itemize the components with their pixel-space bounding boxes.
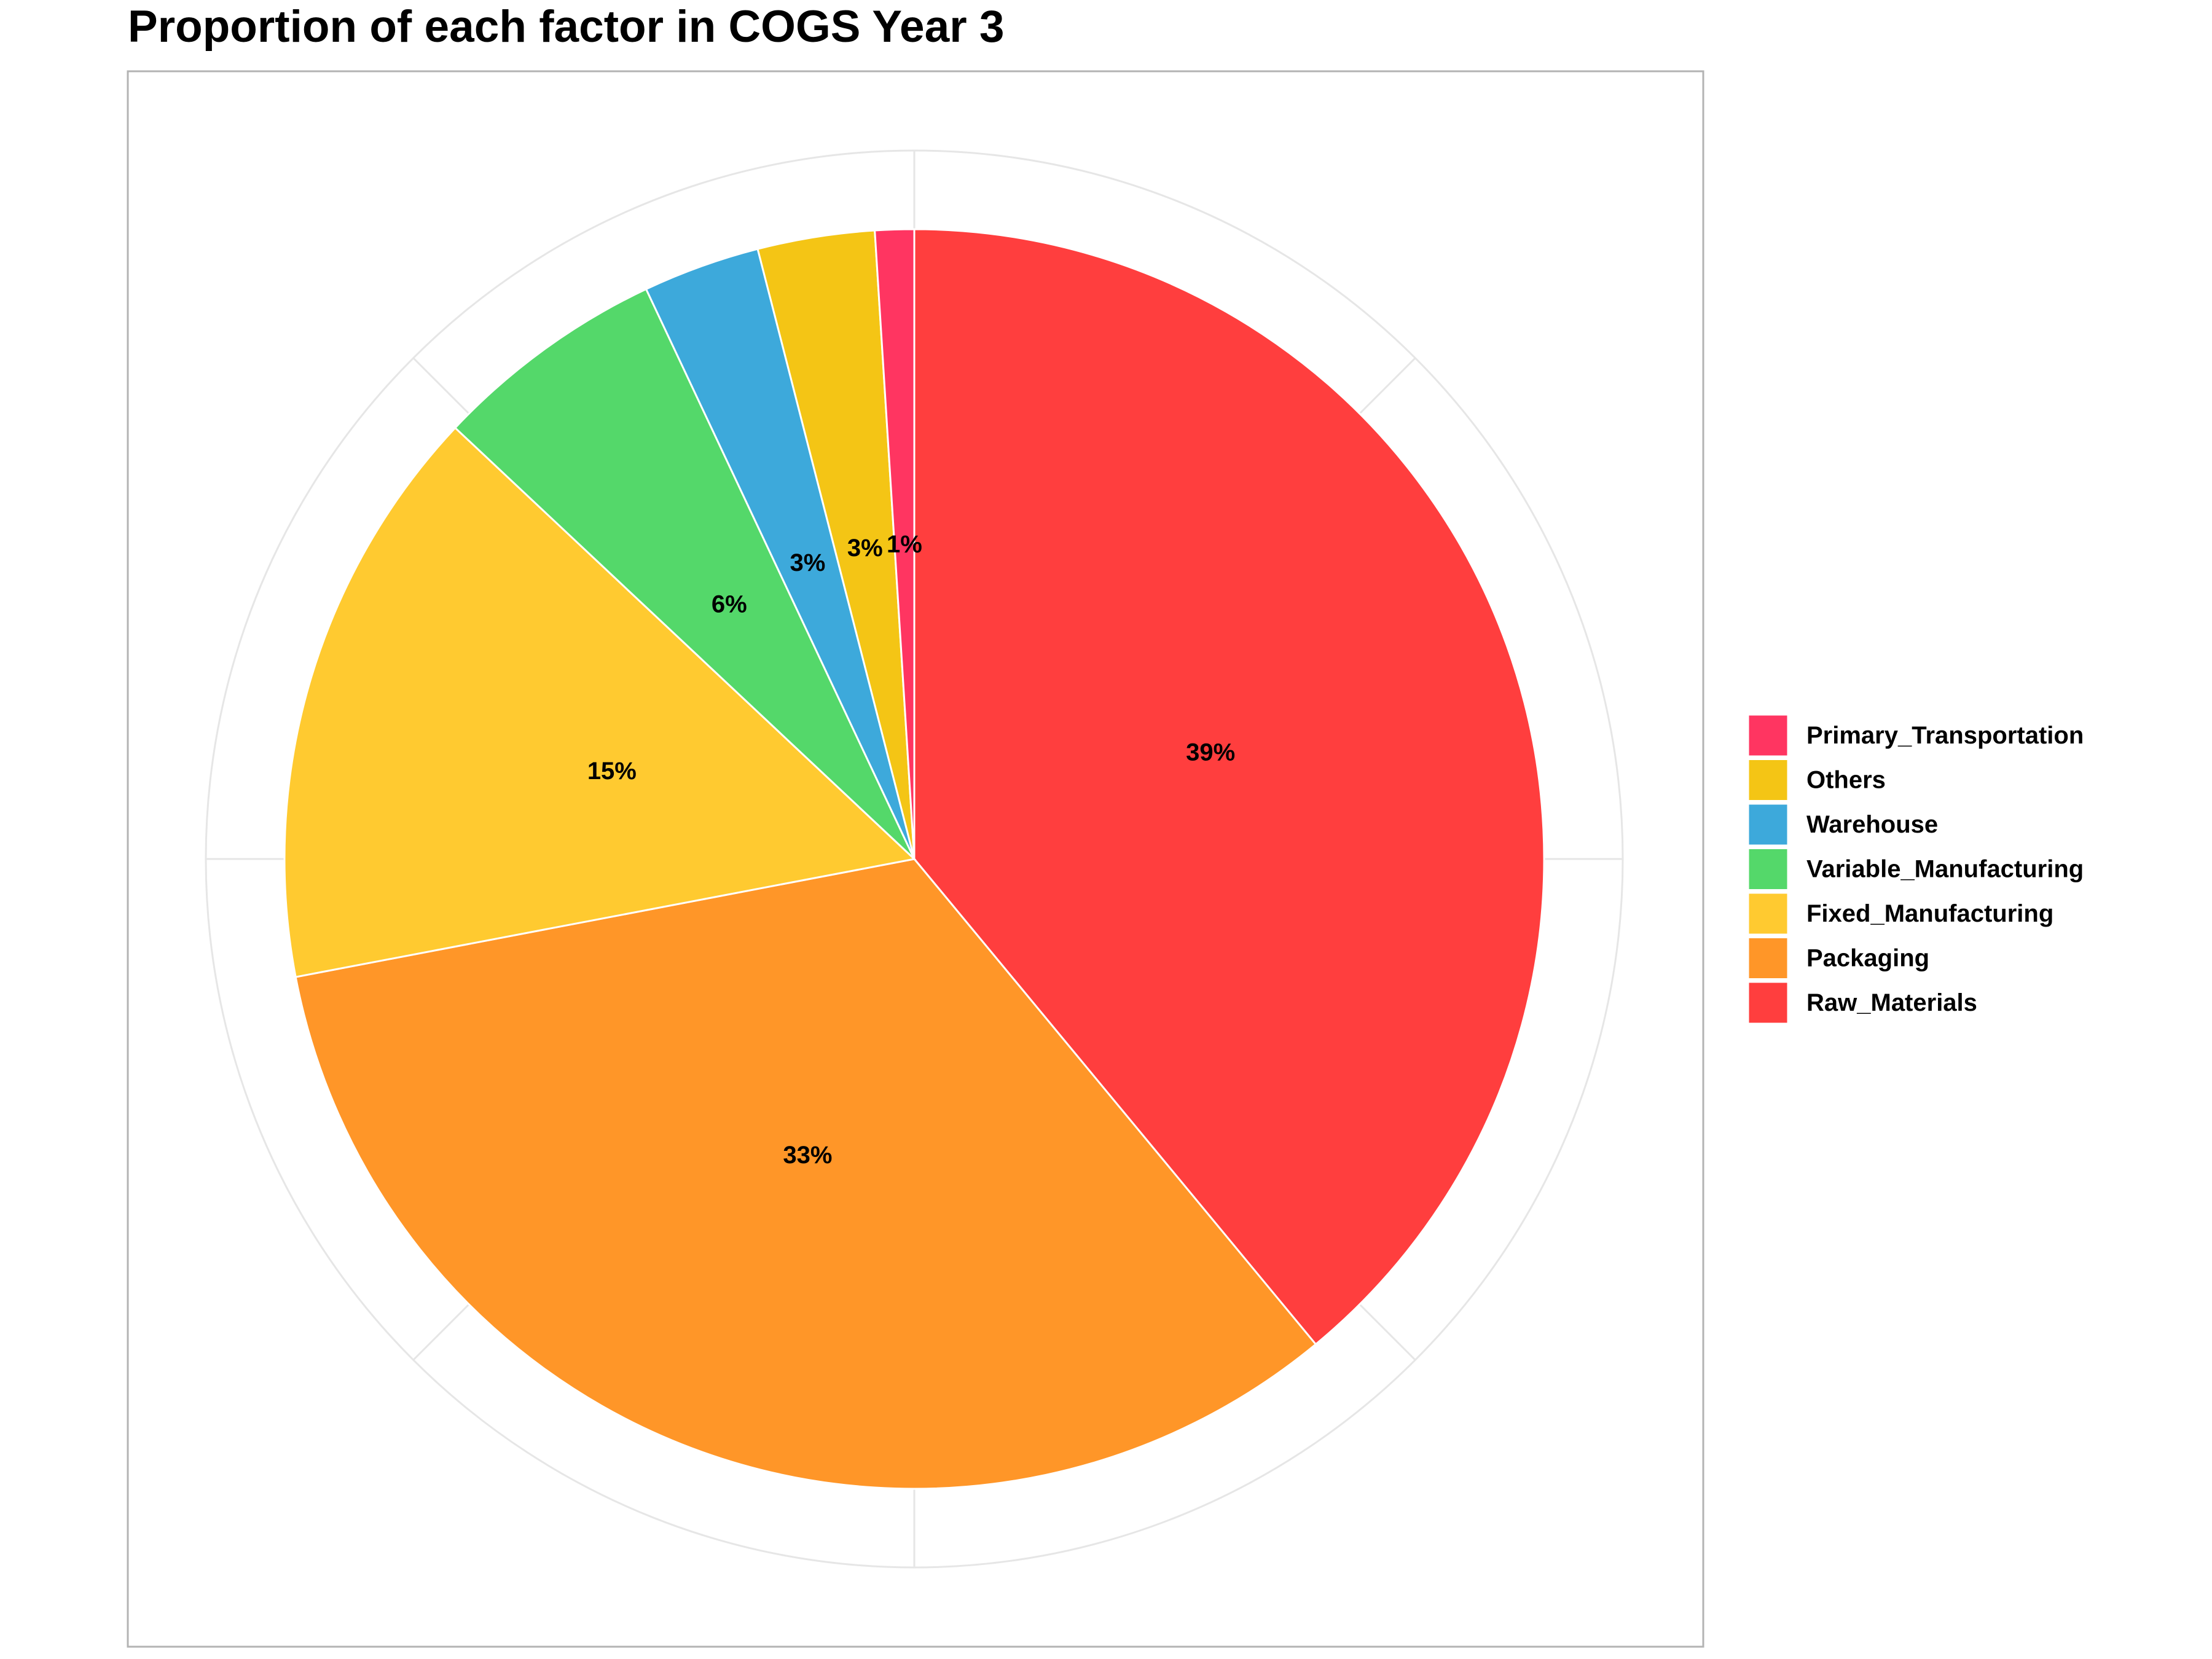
slice-label-fixed-manufacturing: 15% [587,758,637,785]
pie-slice-packaging [294,858,1317,1490]
pie-slice-raw-materials [913,228,1545,1346]
pie-slices [283,228,1545,1490]
legend: Primary_Transportation Others Warehouse Var… [1747,713,2084,1025]
legend-key-variable-manufacturing [1747,847,1789,891]
legend-key-primary-transportation [1747,713,1789,758]
slice-label-others: 3% [847,535,883,562]
panel-border [127,70,1704,1648]
legend-label-fixed-manufacturing: Fixed_Manufacturing [1806,900,2053,927]
slice-label-packaging: 33% [783,1142,832,1169]
legend-label-packaging: Packaging [1806,945,1929,972]
legend-label-primary-transportation: Primary_Transportation [1806,722,2084,749]
legend-key-raw-materials [1747,981,1789,1025]
pie-slice-fixed-manufacturing [283,426,917,978]
chart-title: Proportion of each factor in COGS Year 3 [128,2,1005,52]
legend-label-raw-materials: Raw_Materials [1806,989,1977,1016]
legend-key-others [1747,758,1789,802]
slice-labels: 39%33%15%6%3%3% 1% [587,531,1235,1169]
legend-label-variable-manufacturing: Variable_Manufacturing [1806,856,2084,883]
legend-key-packaging [1747,936,1789,980]
slice-label-warehouse: 3% [790,549,825,576]
legend-key-warehouse [1747,802,1789,847]
pie-slice-variable-manufacturing [453,288,916,860]
slice-label-raw-materials: 39% [1186,739,1235,766]
legend-key-fixed-manufacturing [1747,892,1789,936]
legend-label-warehouse: Warehouse [1806,811,1938,838]
legend-label-others: Others [1806,767,1886,794]
slice-label-variable-manufacturing: 6% [712,590,747,618]
slice-label-primary-transportation: 1% [887,531,922,558]
pie-slice-primary-transportation [874,228,916,860]
